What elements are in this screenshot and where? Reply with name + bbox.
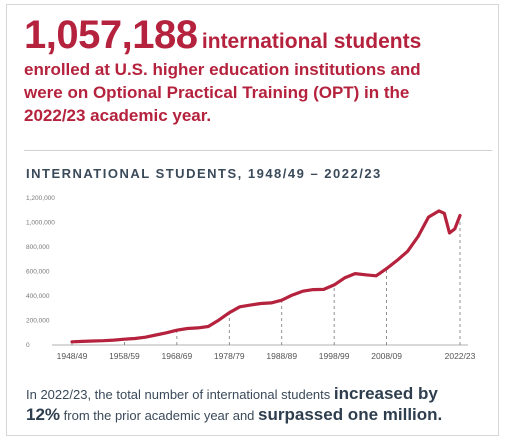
infographic-frame (6, 4, 499, 436)
y-tick-label: 800,000 (26, 244, 50, 251)
y-tick-label: 200,000 (26, 318, 50, 325)
y-tick-label: 600,000 (26, 269, 50, 276)
headline-line-3: were on Optional Practical Training (OPT… (24, 83, 410, 102)
y-tick-label: 1,200,000 (26, 195, 55, 202)
x-tick-label: 1978/79 (214, 351, 245, 361)
x-tick-label: 2022/23 (445, 351, 476, 361)
chart-title: INTERNATIONAL STUDENTS, 1948/49 – 2022/2… (26, 166, 382, 181)
headline-number: 1,057,188 (24, 13, 198, 57)
y-tick-label: 1,000,000 (26, 220, 55, 227)
x-tick-label: 1948/49 (57, 351, 88, 361)
footer-text-2: from the prior academic year and (63, 408, 255, 423)
footer-text-1: In 2022/23, the total number of internat… (26, 387, 331, 402)
footer-summary: In 2022/23, the total number of internat… (26, 384, 486, 426)
headline: 1,057,188 international students enrolle… (24, 12, 494, 127)
x-tick-label: 1998/99 (319, 351, 350, 361)
footer-emphasis-2: 12% (26, 405, 61, 424)
headline-line-2: enrolled at U.S. higher education instit… (24, 60, 421, 79)
y-tick-label: 400,000 (26, 293, 50, 300)
series-line (70, 209, 462, 344)
headline-lead: international students (201, 30, 422, 53)
section-divider (24, 150, 492, 151)
x-tick-label: 2008/09 (371, 351, 402, 361)
headline-line-4: 2022/23 academic year. (24, 106, 212, 125)
x-tick-label: 1968/69 (161, 351, 192, 361)
footer-emphasis-3: surpassed one million. (258, 405, 443, 424)
x-tick-label: 1988/89 (266, 351, 297, 361)
x-tick-label: 1958/59 (109, 351, 140, 361)
footer-emphasis-1: increased by (333, 384, 438, 403)
y-tick-label: 0 (26, 342, 30, 349)
